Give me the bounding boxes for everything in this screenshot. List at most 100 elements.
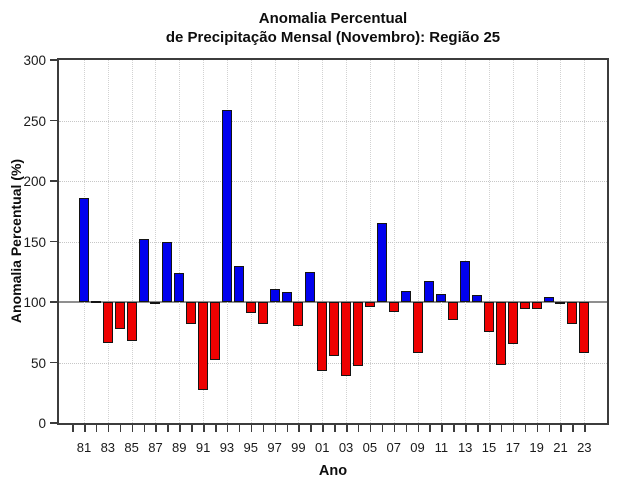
- x-tick-label-1987: 87: [148, 440, 163, 455]
- x-tick-label-1983: 83: [100, 440, 116, 455]
- gridline-v-2015: [489, 60, 490, 423]
- bar-2000: [305, 271, 316, 302]
- chart-title: Anomalia Percentual de Precipitação Mens…: [57, 9, 609, 47]
- gridline-v-2021: [560, 60, 562, 423]
- y-tick-label-300: 300: [23, 53, 46, 68]
- x-tick-1981: [84, 425, 86, 432]
- bar-2008: [400, 291, 411, 302]
- x-tick-2016: [500, 425, 503, 432]
- x-tick-2014: [477, 425, 479, 432]
- bar-1981: [79, 197, 89, 302]
- x-tick-label-2017: 17: [505, 440, 521, 455]
- bar-1996: [257, 302, 268, 324]
- bar-1985: [126, 302, 137, 341]
- bar-2018: [519, 302, 530, 310]
- x-tick-1980: [72, 425, 74, 432]
- bar-2012: [448, 302, 459, 321]
- x-tick-1983: [107, 425, 110, 432]
- x-tick-1994: [238, 425, 241, 432]
- x-tick-2017: [512, 425, 515, 432]
- x-tick-2023: [584, 425, 586, 432]
- y-tick-label-100: 100: [23, 295, 46, 310]
- bar-1994: [233, 265, 244, 302]
- bar-1995: [245, 302, 256, 313]
- bar-2021: [555, 302, 566, 305]
- x-tick-label-2007: 07: [386, 440, 401, 455]
- x-tick-label-2021: 21: [553, 440, 568, 455]
- bar-2020: [543, 297, 554, 302]
- bar-1999: [293, 302, 304, 327]
- bar-2009: [412, 302, 423, 353]
- gridline-h-50: [59, 362, 607, 364]
- bar-1982: [90, 300, 101, 303]
- x-tick-1997: [274, 425, 277, 432]
- y-tick-50: [50, 361, 57, 363]
- gridline-v-2011: [441, 60, 443, 423]
- y-tick-200: [50, 180, 57, 182]
- x-tick-2012: [453, 425, 455, 432]
- x-tick-2019: [536, 425, 539, 432]
- x-tick-1988: [167, 425, 169, 432]
- gridline-v-2013: [465, 60, 467, 423]
- x-tick-2013: [465, 425, 467, 432]
- bar-2001: [317, 302, 328, 371]
- bar-2019: [531, 302, 542, 310]
- y-tick-label-250: 250: [23, 113, 46, 129]
- bar-1991: [198, 302, 209, 391]
- bar-2014: [472, 294, 483, 302]
- gridline-v-2017: [512, 60, 514, 423]
- chart-title-line-1: Anomalia Percentual: [258, 10, 408, 27]
- x-tick-1993: [226, 425, 229, 432]
- bar-1990: [186, 302, 197, 324]
- x-tick-label-1991: 91: [195, 440, 211, 455]
- x-tick-label-2023: 23: [577, 440, 592, 455]
- gridline-v-2019: [536, 60, 538, 423]
- bar-1987: [150, 302, 161, 304]
- x-tick-2003: [346, 425, 348, 432]
- bar-2022: [567, 302, 578, 324]
- gridline-h-250: [59, 120, 607, 122]
- bar-2011: [436, 293, 447, 302]
- chart-title-line-2: de Precipitação Mensal (Novembro): Regiã…: [165, 29, 501, 46]
- x-tick-2007: [393, 425, 396, 432]
- bar-1998: [281, 292, 292, 302]
- x-tick-2015: [489, 425, 491, 432]
- bar-2013: [460, 260, 471, 302]
- x-tick-label-1999: 99: [291, 440, 306, 455]
- gridline-v-1983: [107, 60, 109, 423]
- y-tick-250: [50, 119, 57, 121]
- gridline-h-200: [59, 181, 607, 182]
- bar-1997: [269, 288, 280, 302]
- x-tick-2006: [381, 425, 384, 432]
- x-tick-1992: [215, 425, 217, 432]
- bar-2017: [507, 302, 518, 345]
- bar-2016: [495, 302, 506, 365]
- x-tick-label-1981: 81: [76, 440, 92, 455]
- x-tick-1986: [143, 425, 146, 432]
- x-tick-2018: [524, 425, 527, 432]
- bar-1986: [138, 239, 149, 302]
- x-axis-title: Ano: [318, 463, 348, 479]
- bar-1988: [162, 241, 173, 302]
- bar-1992: [210, 302, 221, 361]
- x-tick-1985: [131, 425, 134, 432]
- y-tick-150: [50, 240, 57, 242]
- gridline-v-2005: [369, 60, 371, 423]
- x-tick-label-2011: 11: [434, 440, 449, 455]
- y-tick-0: [50, 422, 57, 424]
- gridline-v-1995: [250, 60, 252, 423]
- x-tick-label-2001: 01: [315, 440, 330, 455]
- gridline-v-1987: [155, 60, 157, 423]
- x-tick-1998: [286, 425, 288, 432]
- plot-area: [57, 58, 609, 425]
- y-tick-label-0: 0: [38, 416, 46, 431]
- bar-1983: [102, 302, 113, 344]
- x-tick-2001: [322, 425, 324, 432]
- gridline-v-2023: [584, 60, 586, 423]
- gridline-v-2009: [417, 60, 419, 423]
- x-tick-label-2019: 19: [529, 440, 544, 455]
- x-tick-2021: [560, 425, 562, 432]
- x-tick-label-2009: 09: [410, 440, 425, 455]
- bar-2002: [329, 302, 340, 357]
